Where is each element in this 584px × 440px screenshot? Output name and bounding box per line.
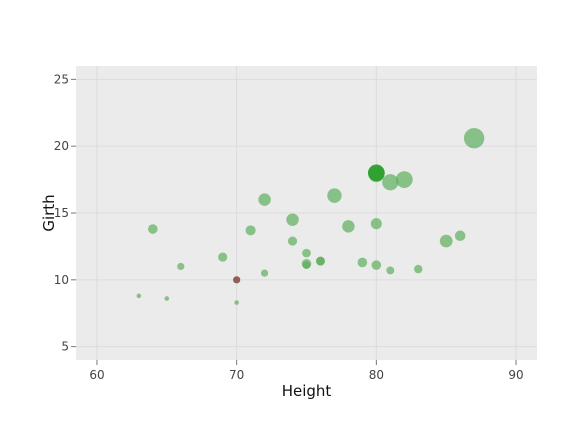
data-point (342, 220, 355, 233)
x-tick-label: 90 (508, 368, 523, 382)
data-point (316, 257, 325, 266)
x-tick-label: 60 (89, 368, 104, 382)
y-tick-label: 10 (54, 273, 69, 287)
data-point (218, 252, 228, 262)
data-points (136, 127, 485, 305)
data-point (148, 224, 158, 234)
data-point (177, 262, 185, 271)
data-point (245, 225, 256, 236)
data-point (414, 264, 423, 274)
grid-lines (76, 66, 537, 360)
y-tick-label: 15 (54, 206, 69, 220)
data-point (287, 236, 298, 246)
data-point (136, 293, 142, 299)
data-point (386, 266, 395, 275)
highlighted-data-point (367, 164, 385, 182)
data-point (439, 234, 453, 248)
data-point (258, 193, 271, 206)
y-axis-title: Girth (40, 194, 58, 231)
data-point (395, 171, 413, 188)
data-point (463, 127, 485, 149)
axis-ticks: 60 70 80 90 5 10 15 20 25 (54, 72, 524, 382)
data-point (302, 261, 311, 270)
y-tick-label: 5 (61, 340, 69, 354)
x-axis-title: Height (282, 382, 332, 400)
data-point (454, 230, 466, 241)
data-point (260, 269, 269, 277)
data-point (357, 257, 368, 268)
data-point (302, 248, 311, 258)
highlighted-data-point (233, 276, 241, 284)
y-tick-label: 25 (54, 72, 69, 86)
data-point (286, 213, 299, 226)
data-point (371, 260, 382, 270)
x-tick-label: 80 (369, 368, 384, 382)
y-tick-label: 20 (54, 139, 69, 153)
data-point (382, 174, 399, 191)
x-tick-label: 70 (229, 368, 244, 382)
data-point (234, 300, 239, 305)
data-point (327, 188, 342, 203)
data-point (164, 296, 170, 301)
data-point (370, 218, 382, 230)
